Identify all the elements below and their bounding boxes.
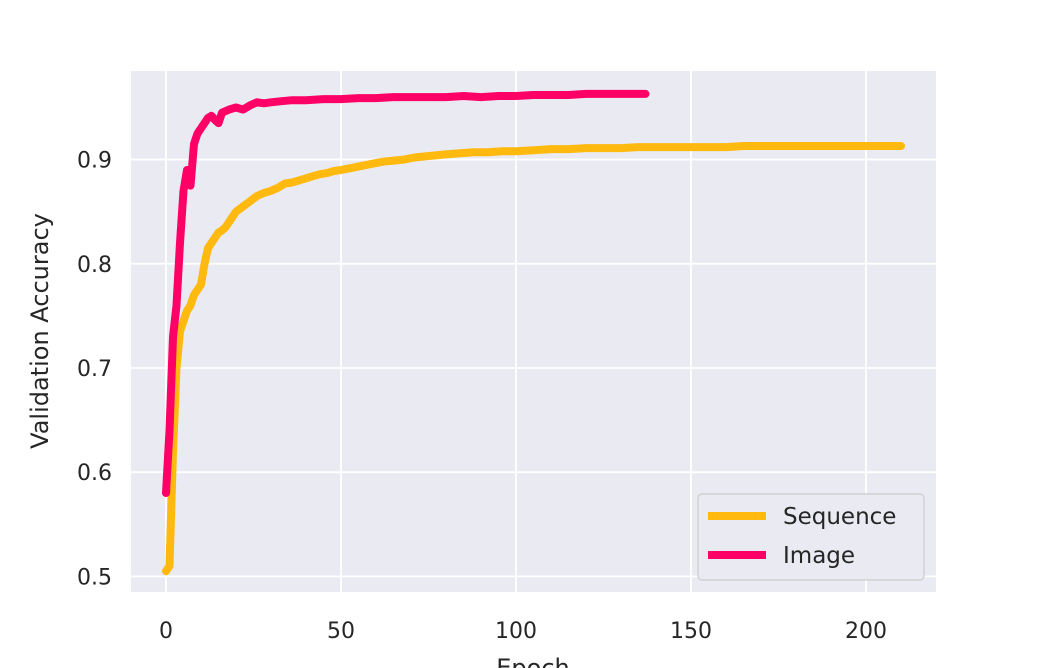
- x-tick-label: 150: [670, 619, 712, 644]
- y-tick-label: 0.8: [77, 253, 112, 278]
- grid: [131, 71, 936, 592]
- x-tick-label: 50: [327, 619, 355, 644]
- y-axis-label: Validation Accuracy: [26, 213, 54, 449]
- legend-label-image: Image: [783, 543, 855, 569]
- x-tick-label: 0: [159, 619, 173, 644]
- legend-label-sequence: Sequence: [783, 504, 896, 530]
- x-tick-label: 200: [845, 619, 887, 644]
- y-tick-label: 0.5: [77, 565, 112, 590]
- x-axis-label: Epoch: [496, 654, 570, 668]
- x-tick-labels: 0 50 100 150 200: [159, 619, 887, 644]
- series-line-image: [162, 89, 650, 497]
- y-tick-label: 0.9: [77, 149, 112, 174]
- x-tick-label: 100: [495, 619, 537, 644]
- y-tick-labels: 0.5 0.6 0.7 0.8 0.9: [77, 149, 112, 591]
- legend: Sequence Image: [697, 493, 925, 581]
- y-tick-label: 0.6: [77, 461, 112, 486]
- y-tick-label: 0.7: [77, 357, 112, 382]
- series-layer: [162, 89, 905, 576]
- series-line-sequence: [162, 142, 905, 576]
